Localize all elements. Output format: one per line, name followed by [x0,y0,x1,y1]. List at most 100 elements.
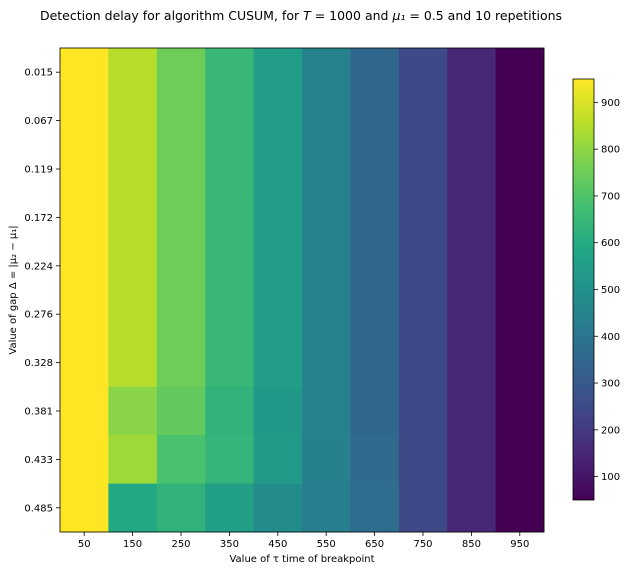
heatmap-cell [302,96,351,146]
heatmap-cell [156,483,206,533]
heatmap-cell [156,96,206,146]
colorbar-ticks: 100 200 300 400 500 600 700 800 900 [594,98,620,483]
heatmap-cell [302,193,351,242]
heatmap-cell [253,386,303,436]
colorbar-tick-label: 400 [601,332,620,343]
heatmap-cell [156,290,206,339]
x-tick-label: 150 [123,539,142,550]
x-tick-label: 50 [78,539,91,550]
heatmap-cell [302,241,351,291]
heatmap-cell [156,435,206,484]
heatmap-cell [108,241,158,291]
heatmap-cell [205,338,254,388]
colorbar-tick-label: 900 [601,98,620,109]
heatmap-cell [447,48,496,97]
heatmap-cell [447,386,496,436]
heatmap-cell [60,386,109,436]
heatmap-cell [156,386,206,436]
y-tick-label: 0.485 [24,503,53,514]
y-axis: 0.015 0.067 0.119 0.172 0.224 0.276 0.328 0.381… [24,68,60,514]
heatmap-cell [253,483,303,533]
colorbar-tick-label: 800 [601,145,620,156]
heatmap-cells [60,48,545,533]
colorbar-tick-label: 600 [601,238,620,249]
heatmap-cell [205,144,254,194]
heatmap-cell [253,290,303,339]
heatmap-cell [302,386,351,436]
heatmap-cell [398,96,448,146]
heatmap-cell [108,290,158,339]
heatmap-cell [205,48,254,97]
heatmap-cell [398,193,448,242]
heatmap-cell [495,483,545,533]
heatmap-cell [495,96,545,146]
heatmap-cell [350,338,400,388]
heatmap-cell [156,338,206,388]
heatmap-cell [398,48,448,97]
y-tick-label: 0.172 [24,213,53,224]
heatmap-cell [495,48,545,97]
heatmap-cell [398,290,448,339]
colorbar-tick-label: 100 [601,472,620,483]
heatmap-cell [398,386,448,436]
heatmap-cell [156,241,206,291]
y-tick-label: 0.433 [24,455,53,466]
heatmap-cell [350,193,400,242]
heatmap-cell [60,241,109,291]
y-tick-label: 0.328 [24,358,53,369]
colorbar [572,78,595,501]
plot-frame [59,47,545,533]
heatmap-cell [495,338,545,388]
x-tick-label: 850 [462,539,481,550]
colorbar-tick-label: 200 [601,425,620,436]
heatmap-cell [447,96,496,146]
heatmap-cell [302,435,351,484]
heatmap-cell [350,483,400,533]
x-tick-label: 750 [413,539,432,550]
heatmap-cell [156,193,206,242]
heatmap-cell [302,144,351,194]
heatmap-cell [60,96,109,146]
heatmap-cell [108,144,158,194]
x-tick-label: 450 [268,539,287,550]
heatmap-cell [350,386,400,436]
heatmap-cell [108,483,158,533]
heatmap-cell [205,386,254,436]
heatmap-cell [60,193,109,242]
heatmap-cell [447,241,496,291]
heatmap-cell [108,96,158,146]
x-tick-label: 250 [171,539,190,550]
heatmap-cell [350,435,400,484]
heatmap-cell [156,48,206,97]
heatmap-cell [447,435,496,484]
colorbar-tick-label: 300 [601,379,620,390]
colorbar-tick-label: 500 [601,285,620,296]
heatmap-cell [108,435,158,484]
heatmap-cell [156,144,206,194]
heatmap-cell [205,96,254,146]
heatmap-cell [350,48,400,97]
heatmap-cell [205,435,254,484]
heatmap-cell [398,241,448,291]
heatmap-cell [350,241,400,291]
heatmap-cell [495,290,545,339]
heatmap-cell [60,435,109,484]
heatmap-cell [302,483,351,533]
heatmap-cell [205,193,254,242]
heatmap-cell [350,144,400,194]
heatmap-cell [495,241,545,291]
heatmap-cell [108,48,158,97]
heatmap-cell [398,483,448,533]
heatmap-cell [205,290,254,339]
heatmap-cell [253,338,303,388]
heatmap-cell [447,338,496,388]
heatmap-cell [495,144,545,194]
heatmap-cell [253,48,303,97]
x-axis-label: Value of τ time of breakpoint [229,554,374,565]
heatmap-cell [302,338,351,388]
heatmap-cell [253,96,303,146]
heatmap-cell [108,338,158,388]
heatmap-cell [60,144,109,194]
heatmap-cell [398,338,448,388]
